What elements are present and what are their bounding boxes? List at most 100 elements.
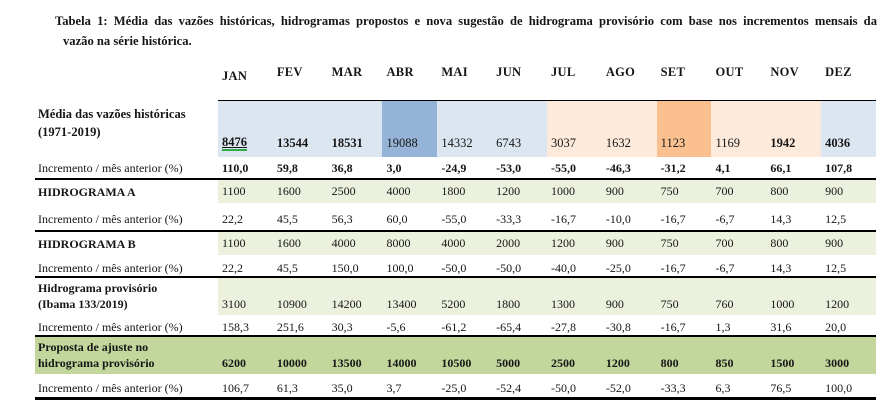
- cell-value: 2000: [496, 236, 521, 250]
- value-cell: 4000: [327, 232, 383, 259]
- cell-value: 45,5: [276, 212, 298, 226]
- hydrograph-table: JAN FEV MAR ABR MAI JUN JUL AGO SET OUT NOV DEZ Médi…: [35, 60, 876, 400]
- cell-value: -50,0: [441, 261, 467, 275]
- cell-value: 900: [605, 236, 624, 250]
- cell-value: 1600: [276, 184, 301, 198]
- cell-value: 1200: [825, 297, 850, 311]
- cell-value: -52,0: [605, 381, 631, 395]
- value-cell: 760: [711, 278, 767, 318]
- increment-value-cell: -24,9: [437, 157, 493, 180]
- table-caption-line2: vazão na série histórica.: [63, 34, 192, 48]
- cell-value: 1100: [222, 184, 246, 198]
- value-cell: 13400: [382, 278, 438, 318]
- row-label-line: HIDROGRAMA B: [38, 237, 136, 251]
- value-cell: 900: [821, 180, 876, 207]
- cell-value: 76,5: [770, 381, 792, 395]
- cell-value: -6,7: [715, 212, 735, 226]
- value-cell: 1500: [766, 337, 822, 377]
- month-header: MAI: [441, 65, 468, 79]
- value-cell: 1600: [272, 180, 328, 207]
- increment-label: Incremento / mês anterior (%): [35, 318, 218, 337]
- value-cell: 850: [711, 337, 767, 377]
- cell-value: 110,0: [222, 161, 249, 175]
- increment-value-cell: 36,8: [327, 157, 383, 180]
- value-cell: 18531: [327, 100, 383, 157]
- cell-value: -40,0: [550, 261, 576, 275]
- increment-label: Incremento / mês anterior (%): [35, 207, 218, 232]
- cell-value: 12,5: [825, 212, 847, 226]
- cell-value: 900: [825, 184, 844, 198]
- cell-value: 100,0: [386, 261, 414, 275]
- increment-value-cell: -55,0: [546, 157, 602, 180]
- cell-value: -6,7: [715, 261, 735, 275]
- value-cell: 2000: [492, 232, 547, 259]
- increment-value-cell: 56,3: [327, 207, 383, 232]
- cell-value: 3,0: [386, 161, 402, 175]
- cell-value: 700: [715, 236, 734, 250]
- cell-value: -65,4: [496, 320, 522, 334]
- cell-value: -61,2: [441, 320, 467, 334]
- cell-value: 900: [825, 236, 844, 250]
- value-cell: 900: [601, 278, 657, 318]
- value-cell: 1000: [766, 278, 822, 318]
- cell-value: 18531: [331, 136, 363, 150]
- cell-value: 59,8: [276, 161, 298, 175]
- cell-value: 106,7: [222, 381, 249, 395]
- cell-value: -52,4: [496, 381, 522, 395]
- cell-value: 10900: [276, 297, 307, 311]
- cell-value: 800: [770, 184, 789, 198]
- cell-value: 4,1: [715, 161, 731, 175]
- value-cell: 10500: [437, 337, 493, 377]
- increment-value-cell: -5,6: [382, 318, 438, 337]
- row-label: Proposta de ajuste no hidrograma provisór…: [35, 337, 218, 377]
- month-header: JUL: [550, 65, 576, 79]
- cell-value: -25,0: [605, 261, 631, 275]
- value-cell: 1632: [601, 100, 657, 157]
- value-cell: 8000: [382, 232, 438, 259]
- increment-value-cell: -61,2: [437, 318, 493, 337]
- month-header: OUT: [715, 65, 744, 79]
- cell-value: 1123: [660, 136, 686, 150]
- value-cell: 1100: [218, 232, 273, 259]
- cell-value: 31,6: [770, 320, 792, 334]
- cell-value: 3100: [222, 297, 246, 311]
- increment-value-cell: -33,3: [492, 207, 547, 232]
- cell-value: 850: [715, 356, 734, 370]
- increment-value-cell: -65,4: [492, 318, 547, 337]
- increment-value-cell: -52,0: [601, 377, 657, 400]
- increment-label: Incremento / mês anterior (%): [35, 377, 218, 400]
- increment-value-cell: 61,3: [272, 377, 328, 400]
- cell-value: 4036: [825, 136, 851, 150]
- month-header: NOV: [770, 65, 800, 79]
- cell-value: 13500: [331, 356, 362, 370]
- value-cell: 1200: [546, 232, 602, 259]
- value-cell: 900: [601, 180, 657, 207]
- cell-value: -50,0: [550, 381, 576, 395]
- value-cell: 3100: [218, 278, 273, 318]
- increment-value-cell: -27,8: [546, 318, 602, 337]
- increment-value-cell: -6,7: [711, 259, 767, 278]
- month-header: FEV: [276, 65, 303, 79]
- increment-value-cell: -30,8: [601, 318, 657, 337]
- value-cell: 1123: [656, 100, 712, 157]
- cell-value: 22,2: [222, 261, 243, 275]
- cell-value: 6743: [496, 136, 522, 150]
- value-cell: 8476: [218, 100, 273, 157]
- value-cell: 4036: [821, 100, 876, 157]
- row-label-line: hidrograma provisório: [38, 356, 155, 370]
- increment-value-cell: 150,0: [327, 259, 383, 278]
- increment-value-cell: 106,7: [218, 377, 273, 400]
- increment-value-cell: -50,0: [492, 259, 547, 278]
- cell-value: -16,7: [660, 212, 686, 226]
- increment-value-cell: 6,3: [711, 377, 767, 400]
- increment-value-cell: 251,6: [272, 318, 328, 337]
- cell-value: 1000: [550, 184, 575, 198]
- value-cell: 1100: [218, 180, 273, 207]
- month-header: MAR: [331, 65, 363, 79]
- cell-value: 4000: [331, 236, 356, 250]
- value-cell: 1200: [601, 337, 657, 377]
- row-label: HIDROGRAMA B: [35, 232, 218, 259]
- cell-value: -33,3: [496, 212, 522, 226]
- cell-value: 14200: [331, 297, 362, 311]
- cell-value: 13544: [276, 136, 309, 150]
